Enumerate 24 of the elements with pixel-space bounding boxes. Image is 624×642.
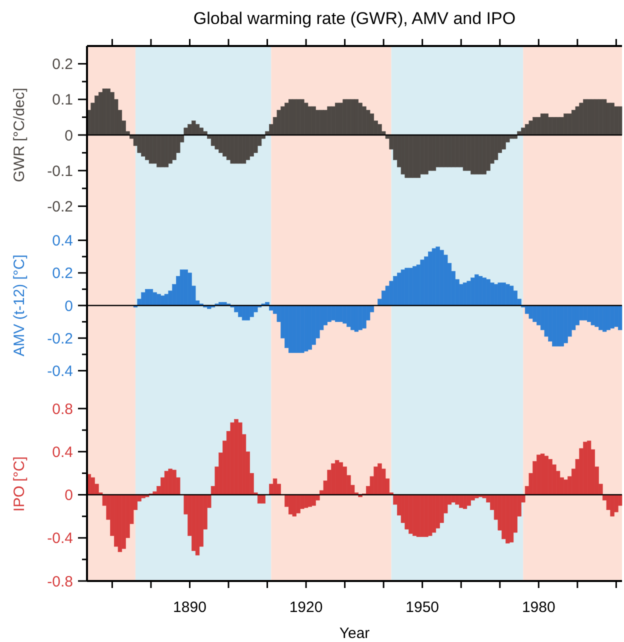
x-axis-title: Year xyxy=(339,625,370,642)
y-axis-title: AMV (t-12) [°C] xyxy=(11,254,28,356)
y-tick-label: -0.4 xyxy=(47,530,73,548)
x-tick-label: 1890 xyxy=(173,599,206,616)
y-tick-label: 0 xyxy=(64,487,73,504)
y-axis-title: GWR [°C/dec] xyxy=(11,88,28,182)
y-tick-label: -0.1 xyxy=(47,162,73,180)
y-tick-label: -0.2 xyxy=(47,330,73,348)
y-tick-label: 0.8 xyxy=(52,400,73,418)
y-tick-label: 0.4 xyxy=(52,444,73,461)
x-tick-label: 1950 xyxy=(406,599,440,616)
y-axis-title: IPO [°C] xyxy=(11,456,28,512)
chart-title: Global warming rate (GWR), AMV and IPO xyxy=(193,9,516,28)
y-tick-label: 0.2 xyxy=(52,265,73,282)
y-tick-label: -0.8 xyxy=(47,573,73,590)
y-tick-label: -0.4 xyxy=(47,362,73,380)
x-tick-label: 1920 xyxy=(289,599,323,616)
y-tick-label: 0 xyxy=(64,298,73,315)
x-tick-label: 1980 xyxy=(522,599,556,616)
y-tick-label: 0.1 xyxy=(52,92,73,109)
y-tick-label: 0 xyxy=(64,127,73,144)
y-tick-label: 0.4 xyxy=(52,232,73,250)
y-tick-label: -0.2 xyxy=(47,198,73,216)
y-tick-label: 0.2 xyxy=(52,56,73,74)
